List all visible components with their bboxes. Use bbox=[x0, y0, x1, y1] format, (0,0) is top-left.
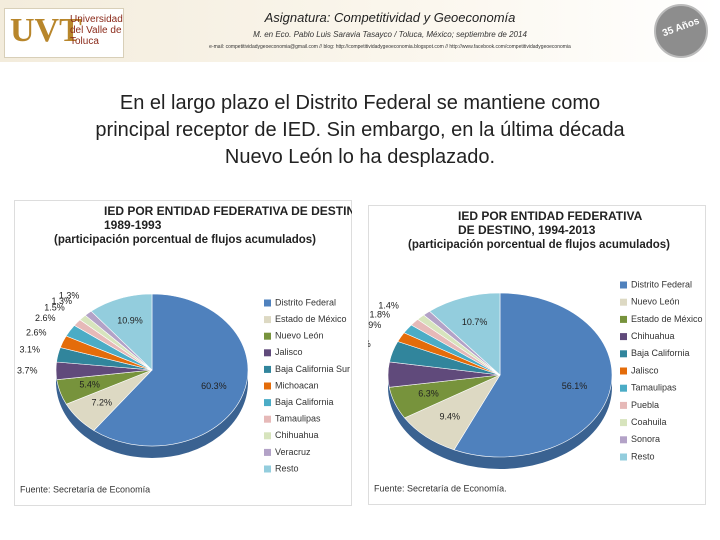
body-line: Nuevo León lo ha desplazado. bbox=[224, 146, 496, 168]
badge bbox=[654, 4, 708, 58]
legend-label: Estado de México bbox=[275, 314, 347, 324]
value-label: 5.4% bbox=[79, 380, 100, 390]
value-label: 4.1% bbox=[368, 339, 371, 349]
value-label: 1.4% bbox=[378, 301, 399, 311]
legend-label: Tamaulipas bbox=[631, 383, 677, 393]
university-name: Universidad del Valle de Toluca bbox=[70, 14, 123, 47]
legend-label: Baja California bbox=[275, 397, 334, 407]
body-text: En el largo plazo el Distrito Federal se… bbox=[20, 90, 700, 171]
value-label: 56.1% bbox=[562, 381, 588, 391]
chart-title: IED POR ENTIDAD FEDERATIVA bbox=[458, 209, 643, 223]
legend-swatch bbox=[620, 401, 627, 409]
legend-swatch bbox=[264, 432, 271, 440]
legend-label: Michoacan bbox=[275, 380, 319, 390]
legend-label: Baja California bbox=[631, 348, 690, 358]
legend-swatch bbox=[264, 332, 271, 340]
chart-source: Fuente: Secretaría de Economía. bbox=[374, 483, 507, 493]
legend-label: Tamaulipas bbox=[275, 414, 321, 424]
legend-swatch bbox=[620, 281, 627, 289]
legend-swatch bbox=[264, 448, 271, 456]
legend-swatch bbox=[264, 316, 271, 324]
legend-swatch bbox=[264, 349, 271, 357]
legend-label: Veracruz bbox=[275, 447, 311, 457]
legend-swatch bbox=[620, 453, 627, 461]
value-label: 3.1% bbox=[20, 344, 41, 354]
legend-label: Nuevo León bbox=[275, 331, 324, 341]
legend-label: Chihuahua bbox=[275, 430, 319, 440]
pie-slice bbox=[90, 293, 153, 371]
legend-swatch bbox=[264, 299, 271, 307]
pie-slice bbox=[453, 292, 613, 458]
logo-text: UVT bbox=[10, 12, 82, 49]
value-label: 2.6% bbox=[26, 328, 47, 338]
value-label: 6.3% bbox=[418, 389, 439, 399]
chart-source: Fuente: Secretaría de Economía bbox=[20, 484, 150, 494]
chart-1: IED POR ENTIDAD FEDERATIVA DE DESTINO,19… bbox=[14, 200, 352, 506]
value-label: 1.3% bbox=[52, 296, 73, 306]
value-label: 7.2% bbox=[92, 397, 113, 407]
logo-box bbox=[4, 8, 124, 58]
legend-label: Baja California Sur bbox=[275, 364, 350, 374]
legend-swatch bbox=[264, 382, 271, 390]
legend-label: Sonora bbox=[631, 434, 660, 444]
legend-swatch bbox=[620, 384, 627, 392]
header-contact: e-mail: competitividadygeoeconomia@gmail… bbox=[209, 44, 571, 50]
legend-label: Resto bbox=[631, 451, 655, 461]
legend-label: Distrito Federal bbox=[631, 279, 692, 289]
legend-label: Jalisco bbox=[275, 347, 303, 357]
body-line: principal receptor de IED. Sin embargo, … bbox=[95, 119, 625, 141]
value-label: 1.8% bbox=[369, 309, 390, 319]
legend-swatch bbox=[620, 315, 627, 323]
value-label: 9.4% bbox=[439, 411, 460, 421]
legend-swatch bbox=[264, 399, 271, 407]
body-line: En el largo plazo el Distrito Federal se… bbox=[119, 92, 601, 114]
header-title: Asignatura: Competitividad y Geoeconomía bbox=[264, 10, 516, 25]
chart-title: 1989-1993 bbox=[104, 218, 162, 232]
legend-label: Estado de México bbox=[631, 314, 703, 324]
legend-swatch bbox=[620, 333, 627, 341]
legend-swatch bbox=[620, 298, 627, 306]
value-label: 2.6% bbox=[35, 313, 56, 323]
header-subtitle: M. en Eco. Pablo Luis Saravia Tasayco / … bbox=[253, 30, 527, 39]
pie-slice bbox=[429, 292, 501, 376]
value-label: 1.5% bbox=[44, 303, 65, 313]
legend-label: Jalisco bbox=[631, 365, 659, 375]
value-label: 1.3% bbox=[59, 291, 80, 301]
chart-subtitle: (participación porcentual de flujos acum… bbox=[408, 239, 670, 251]
legend-swatch bbox=[620, 350, 627, 358]
value-label: 60.3% bbox=[201, 381, 227, 391]
legend-label: Coahuila bbox=[631, 417, 667, 427]
value-label: 1.9% bbox=[368, 320, 381, 330]
legend-swatch bbox=[264, 415, 271, 423]
legend-swatch bbox=[264, 365, 271, 373]
legend-swatch bbox=[620, 419, 627, 427]
legend-label: Chihuahua bbox=[631, 331, 675, 341]
legend-label: Distrito Federal bbox=[275, 297, 336, 307]
chart-title: IED POR ENTIDAD FEDERATIVA DE DESTINO, bbox=[104, 204, 352, 218]
legend-label: Puebla bbox=[631, 400, 659, 410]
value-label: 10.7% bbox=[462, 317, 488, 327]
chart-title: DE DESTINO, 1994-2013 bbox=[458, 223, 596, 237]
legend-swatch bbox=[620, 436, 627, 444]
legend-label: Resto bbox=[275, 463, 299, 473]
value-label: 3.7% bbox=[17, 365, 38, 375]
pie-slice bbox=[93, 293, 249, 447]
legend-swatch bbox=[620, 367, 627, 375]
legend-swatch bbox=[264, 465, 271, 473]
value-label: 10.9% bbox=[117, 316, 143, 326]
chart-subtitle: (participación porcentual de flujos acum… bbox=[54, 234, 316, 246]
legend-label: Nuevo León bbox=[631, 297, 680, 307]
